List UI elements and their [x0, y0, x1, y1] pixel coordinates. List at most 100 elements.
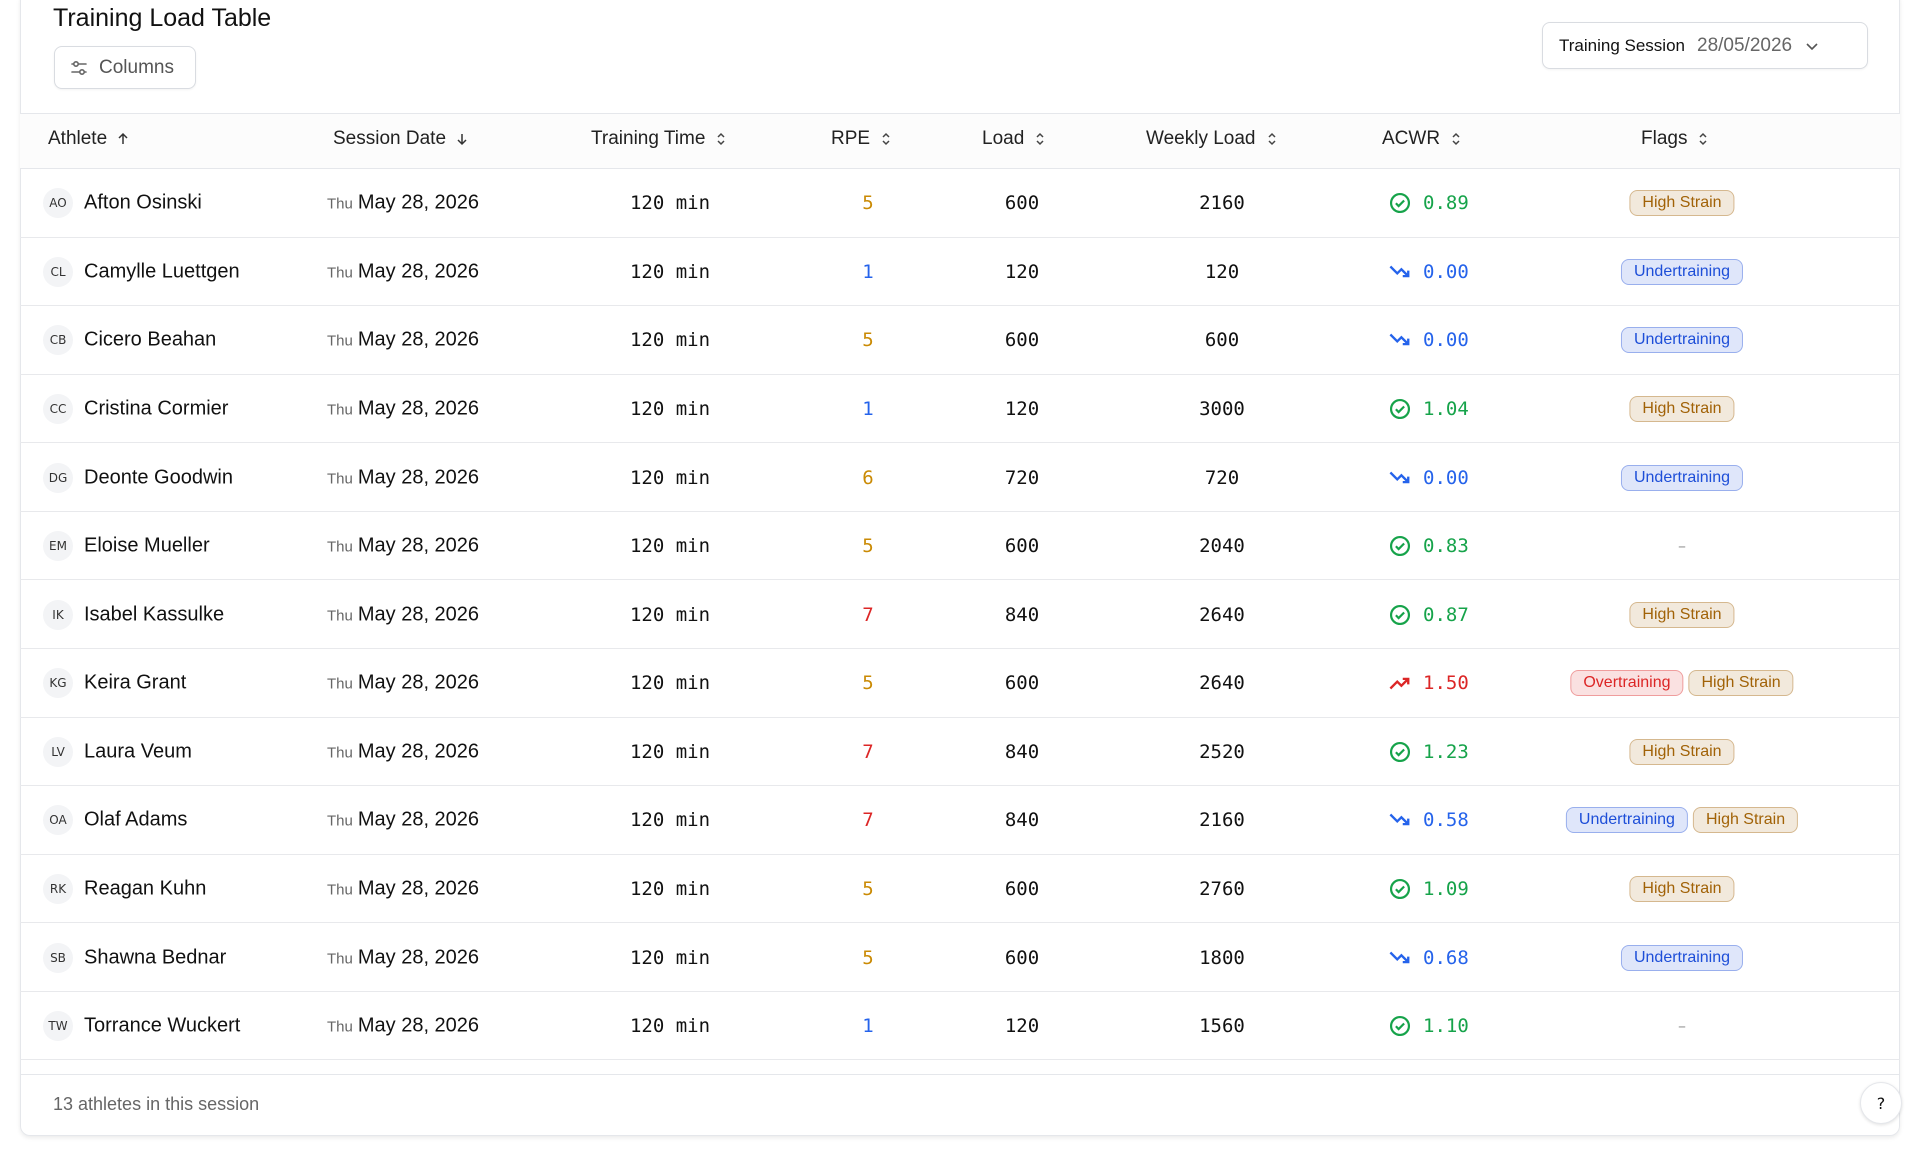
athlete-name: Reagan Kuhn	[84, 877, 207, 900]
columns-label: Columns	[99, 56, 174, 78]
column-header[interactable]: Training Time	[591, 128, 729, 150]
acwr: 0.87	[1389, 604, 1469, 626]
date: May 28, 2026	[357, 808, 480, 831]
rpe: 7	[862, 603, 874, 626]
date: May 28, 2026	[357, 328, 480, 351]
session-date: Thu May 28, 2026	[327, 1015, 479, 1038]
rpe: 5	[862, 535, 874, 558]
training-time: 120 min	[629, 603, 711, 626]
columns-button[interactable]: Columns	[54, 46, 196, 89]
flag-badge: High Strain	[1629, 738, 1735, 765]
acwr-icon	[1389, 677, 1410, 690]
sort-icon	[717, 132, 725, 146]
rpe: 5	[862, 672, 874, 695]
rpe: 5	[862, 877, 874, 900]
flag-badge: Undertraining	[1620, 327, 1744, 354]
column-header[interactable]: Session Date	[333, 128, 470, 150]
load: 600	[1004, 535, 1040, 558]
session-date: Thu May 28, 2026	[327, 603, 479, 626]
weekday: Thu	[327, 744, 353, 762]
weekly-load: 2760	[1199, 877, 1245, 900]
training-time: 120 min	[629, 397, 711, 420]
avatar: RK	[43, 873, 73, 904]
column-header[interactable]: Athlete	[48, 128, 131, 150]
weekday: Thu	[327, 470, 353, 488]
acwr-icon	[1389, 741, 1411, 762]
weekly-load: 2160	[1199, 809, 1245, 832]
load: 840	[1004, 603, 1040, 626]
athlete-name: Deonte Goodwin	[84, 466, 233, 489]
session-date: Thu May 28, 2026	[327, 535, 479, 558]
acwr: 0.00	[1389, 261, 1469, 283]
date: May 28, 2026	[357, 740, 480, 763]
column-header[interactable]: ACWR	[1382, 128, 1464, 150]
rpe: 5	[862, 192, 874, 215]
session-label: Training Session	[1559, 35, 1685, 55]
help-button[interactable]: ?	[1860, 1082, 1902, 1124]
table-row	[20, 169, 1900, 238]
athlete-name: Laura Veum	[84, 740, 192, 763]
load: 840	[1004, 740, 1040, 763]
acwr-value: 1.09	[1423, 877, 1469, 900]
column-header-label: Load	[982, 128, 1025, 149]
athlete-name: Isabel Kassulke	[84, 603, 225, 626]
training-time: 120 min	[629, 192, 711, 215]
flag-badge: Undertraining	[1620, 464, 1744, 491]
weekly-load: 2520	[1199, 740, 1245, 763]
date: May 28, 2026	[357, 1014, 480, 1037]
avatar: DG	[43, 462, 73, 493]
acwr-icon	[1389, 265, 1410, 278]
flag-badge: High Strain	[1629, 190, 1735, 217]
session-date: Thu May 28, 2026	[327, 260, 479, 283]
column-header[interactable]: Weekly Load	[1146, 128, 1280, 150]
acwr-icon	[1389, 398, 1411, 420]
acwr-value: 0.58	[1423, 809, 1469, 832]
training-time: 120 min	[629, 466, 711, 489]
athlete-name: Cristina Cormier	[84, 397, 229, 420]
load: 600	[1004, 672, 1040, 695]
session-select[interactable]: Training Session 28/05/2026	[1542, 22, 1868, 69]
column-header-label: Weekly Load	[1146, 128, 1256, 149]
session-date: Thu May 28, 2026	[327, 466, 479, 489]
session-date: Thu May 28, 2026	[327, 740, 479, 763]
weekday: Thu	[327, 538, 353, 556]
rpe: 7	[862, 809, 874, 832]
acwr-icon	[1389, 193, 1411, 214]
column-header[interactable]: Load	[982, 128, 1048, 150]
avatar: EM	[43, 531, 73, 562]
rpe: 6	[862, 466, 874, 489]
flag-badge: Undertraining	[1620, 258, 1744, 285]
table-row	[20, 306, 1900, 375]
card	[20, 0, 1900, 1136]
session-date: Thu May 28, 2026	[327, 397, 479, 420]
columns-icon	[71, 60, 87, 75]
athlete-name: Camylle Luettgen	[84, 260, 240, 283]
column-header[interactable]: Flags	[1641, 128, 1711, 150]
acwr-value: 1.10	[1423, 1015, 1469, 1038]
flags: Undertraining	[1620, 944, 1744, 971]
column-header[interactable]: RPE	[831, 128, 894, 150]
weekday: Thu	[327, 264, 353, 282]
date: May 28, 2026	[357, 877, 480, 900]
flags: High Strain	[1629, 395, 1735, 422]
avatar: KG	[43, 668, 73, 699]
acwr-value: 0.87	[1423, 603, 1469, 626]
athlete-name: Torrance Wuckert	[84, 1014, 241, 1037]
load: 720	[1004, 466, 1040, 489]
flags: High Strain	[1629, 875, 1735, 902]
load: 600	[1004, 877, 1040, 900]
avatar: CC	[43, 393, 73, 424]
table-header	[20, 113, 1900, 169]
flags: High Strain	[1629, 190, 1735, 217]
acwr: 1.50	[1389, 672, 1469, 694]
training-time: 120 min	[629, 535, 711, 558]
acwr-icon	[1389, 814, 1410, 826]
flags: –	[1678, 537, 1686, 556]
column-header-label: ACWR	[1382, 128, 1441, 149]
flag-badge: Undertraining	[1565, 807, 1688, 834]
flag-badge: High Strain	[1688, 670, 1794, 697]
rpe: 5	[862, 329, 874, 352]
load: 600	[1004, 192, 1040, 215]
chevron-down	[1806, 42, 1818, 50]
table-row	[20, 580, 1900, 649]
